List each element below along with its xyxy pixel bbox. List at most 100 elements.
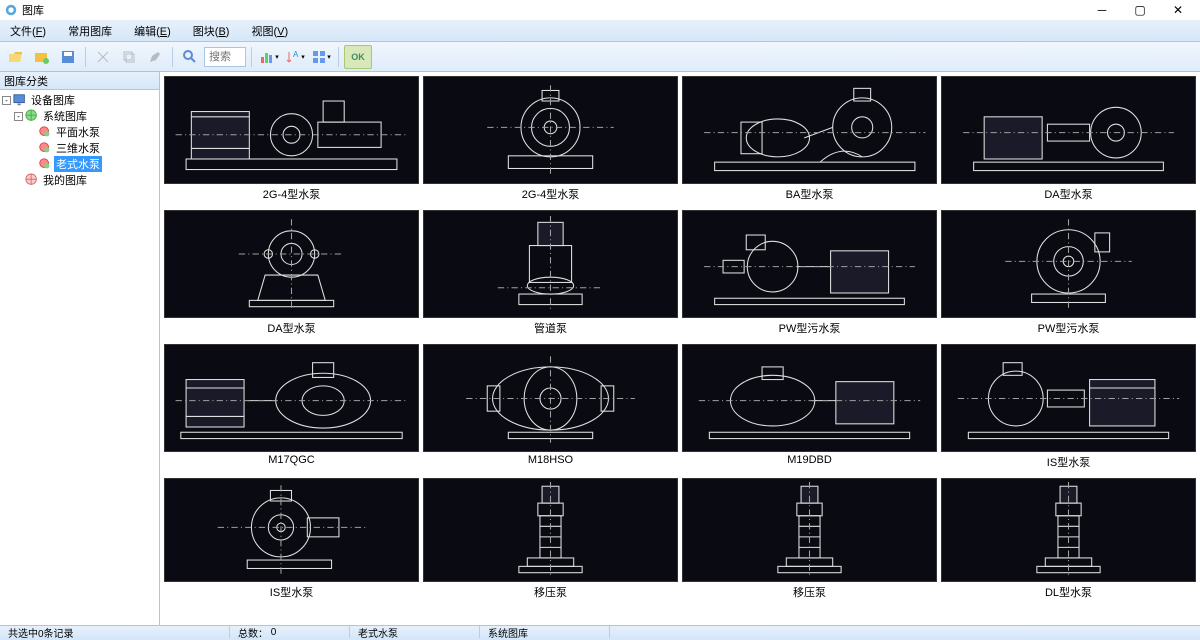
thumbnail-cell[interactable]: PW型污水泵 bbox=[941, 210, 1196, 340]
new-button[interactable] bbox=[30, 45, 54, 69]
thumbnail-image bbox=[164, 478, 419, 582]
thumbnail-cell[interactable]: IS型水泵 bbox=[164, 478, 419, 604]
app-icon bbox=[4, 3, 18, 17]
tree-root[interactable]: - 设备图库 bbox=[2, 92, 157, 108]
search-icon bbox=[182, 49, 198, 65]
thumbnail-cell[interactable]: BA型水泵 bbox=[682, 76, 937, 206]
thumbnail-grid: 2G-4型水泵2G-4型水泵BA型水泵DA型水泵DA型水泵管道泵PW型污水泵PW… bbox=[164, 76, 1196, 604]
cut-button[interactable] bbox=[91, 45, 115, 69]
expand-icon[interactable]: - bbox=[14, 112, 23, 121]
thumbnail-label: M18HSO bbox=[423, 452, 678, 470]
pencil-icon bbox=[147, 49, 163, 65]
status-selection: 共选中0条记录 bbox=[0, 626, 230, 638]
thumbnail-label: 2G-4型水泵 bbox=[164, 184, 419, 206]
menu-block[interactable]: 图块(B) bbox=[187, 21, 236, 41]
thumbnail-image bbox=[164, 344, 419, 452]
thumbnail-image bbox=[682, 210, 937, 318]
thumbnail-cell[interactable]: DA型水泵 bbox=[941, 76, 1196, 206]
thumbnail-cell[interactable]: IS型水泵 bbox=[941, 344, 1196, 474]
menu-common[interactable]: 常用图库 bbox=[62, 21, 118, 41]
thumbnail-label: DA型水泵 bbox=[164, 318, 419, 340]
thumbnail-label: M17QGC bbox=[164, 452, 419, 470]
toolbar: ▾ A▾ ▾ OK bbox=[0, 42, 1200, 72]
thumbnail-label: IS型水泵 bbox=[941, 452, 1196, 474]
menu-view[interactable]: 视图(V) bbox=[245, 21, 294, 41]
thumbnail-image bbox=[941, 210, 1196, 318]
globe-icon bbox=[25, 173, 39, 187]
sort-button[interactable]: A▾ bbox=[283, 45, 307, 69]
thumbnail-image bbox=[682, 478, 937, 582]
globe-icon bbox=[25, 109, 39, 123]
thumbnail-cell[interactable]: 2G-4型水泵 bbox=[423, 76, 678, 206]
content: 2G-4型水泵2G-4型水泵BA型水泵DA型水泵DA型水泵管道泵PW型污水泵PW… bbox=[160, 72, 1200, 625]
thumbnail-cell[interactable]: 管道泵 bbox=[423, 210, 678, 340]
thumbnail-label: 管道泵 bbox=[423, 318, 678, 340]
thumbnail-label: BA型水泵 bbox=[682, 184, 937, 206]
status-library: 系统图库 bbox=[480, 626, 610, 638]
folder-new-icon bbox=[34, 49, 50, 65]
thumbnail-image bbox=[423, 478, 678, 582]
ok-button[interactable]: OK bbox=[344, 45, 372, 69]
thumbnail-cell[interactable]: M17QGC bbox=[164, 344, 419, 474]
menu-edit[interactable]: 编辑(E) bbox=[128, 21, 177, 41]
chart-button[interactable]: ▾ bbox=[257, 45, 281, 69]
tree-sysfolder[interactable]: - 系统图库 bbox=[14, 108, 157, 124]
open-button[interactable] bbox=[4, 45, 28, 69]
thumbnail-label: M19DBD bbox=[682, 452, 937, 470]
tree: - 设备图库 - 系统图库 平面水泵 三维水泵 老式水泵 bbox=[0, 90, 159, 625]
folder-open-icon bbox=[8, 49, 24, 65]
thumbnail-cell[interactable]: M18HSO bbox=[423, 344, 678, 474]
sidebar-header: 图库分类 bbox=[0, 72, 159, 90]
thumbnail-label: IS型水泵 bbox=[164, 582, 419, 604]
monitor-icon bbox=[13, 93, 27, 107]
thumbnail-cell[interactable]: DA型水泵 bbox=[164, 210, 419, 340]
sort-icon: A bbox=[285, 49, 301, 65]
save-button[interactable] bbox=[56, 45, 80, 69]
tree-item-0[interactable]: 平面水泵 bbox=[38, 124, 157, 140]
thumbnail-cell[interactable]: PW型污水泵 bbox=[682, 210, 937, 340]
thumbnail-label: PW型污水泵 bbox=[941, 318, 1196, 340]
thumbnail-image bbox=[941, 344, 1196, 452]
leaf-icon bbox=[38, 141, 52, 155]
thumbnail-cell[interactable]: 2G-4型水泵 bbox=[164, 76, 419, 206]
thumbnail-label: PW型污水泵 bbox=[682, 318, 937, 340]
bars-icon bbox=[259, 49, 275, 65]
cut-icon bbox=[95, 49, 111, 65]
thumbnail-image bbox=[682, 76, 937, 184]
thumbnail-image bbox=[164, 210, 419, 318]
thumbnail-label: 2G-4型水泵 bbox=[423, 184, 678, 206]
thumbnail-cell[interactable]: DL型水泵 bbox=[941, 478, 1196, 604]
statusbar: 共选中0条记录 总数： 0 老式水泵 系统图库 bbox=[0, 625, 1200, 638]
thumbnail-cell[interactable]: M19DBD bbox=[682, 344, 937, 474]
save-icon bbox=[60, 49, 76, 65]
minimize-button[interactable]: ─ bbox=[1084, 1, 1120, 19]
thumbnail-image bbox=[941, 478, 1196, 582]
tree-myfolder[interactable]: 我的图库 bbox=[14, 172, 157, 188]
search-input[interactable] bbox=[204, 47, 246, 67]
thumbnail-image bbox=[941, 76, 1196, 184]
edit-button[interactable] bbox=[143, 45, 167, 69]
grid-icon bbox=[311, 49, 327, 65]
tree-item-1[interactable]: 三维水泵 bbox=[38, 140, 157, 156]
copy-icon bbox=[121, 49, 137, 65]
status-total: 总数： 0 bbox=[230, 626, 350, 638]
svg-text:A: A bbox=[293, 50, 299, 59]
thumbnail-label: DL型水泵 bbox=[941, 582, 1196, 604]
thumbnail-image bbox=[164, 76, 419, 184]
close-button[interactable]: ✕ bbox=[1160, 1, 1196, 19]
menu-file[interactable]: 文件(F) bbox=[4, 21, 52, 41]
expand-icon[interactable]: - bbox=[2, 96, 11, 105]
grid-button[interactable]: ▾ bbox=[309, 45, 333, 69]
thumbnail-image bbox=[682, 344, 937, 452]
window-title: 图库 bbox=[22, 2, 1084, 18]
copy-button[interactable] bbox=[117, 45, 141, 69]
thumbnail-image bbox=[423, 344, 678, 452]
thumbnail-cell[interactable]: 移压泵 bbox=[423, 478, 678, 604]
thumbnail-label: 移压泵 bbox=[682, 582, 937, 604]
tree-item-2[interactable]: 老式水泵 bbox=[38, 156, 157, 172]
maximize-button[interactable]: ▢ bbox=[1122, 1, 1158, 19]
leaf-icon bbox=[38, 125, 52, 139]
search-button[interactable] bbox=[178, 45, 202, 69]
thumbnail-cell[interactable]: 移压泵 bbox=[682, 478, 937, 604]
menubar: 文件(F) 常用图库 编辑(E) 图块(B) 视图(V) bbox=[0, 20, 1200, 42]
